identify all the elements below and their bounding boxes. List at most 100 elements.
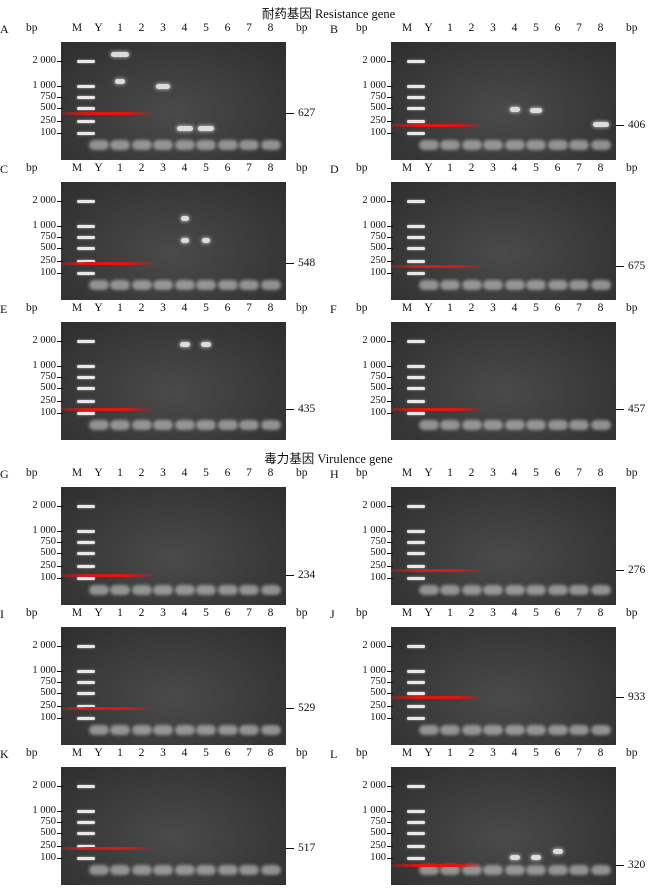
- primer-dimer-band: [88, 140, 109, 150]
- primer-dimer-band: [526, 865, 546, 875]
- ladder-tick: [387, 833, 393, 834]
- primer-dimer-band: [547, 140, 568, 150]
- primer-dimer-band: [569, 280, 589, 290]
- lane-label: 5: [203, 162, 209, 174]
- primer-dimer-band: [526, 420, 546, 430]
- primer-dimer-band: [461, 725, 482, 735]
- ladder-tick: [57, 693, 63, 694]
- primer-dimer-band: [461, 865, 482, 875]
- expected-size-marker: [391, 864, 484, 867]
- primer-dimer-band: [526, 140, 546, 150]
- ladder-size-label: 1 000: [362, 80, 386, 91]
- ladder-band: [407, 272, 425, 275]
- ladder-size-label: 1 000: [32, 805, 56, 816]
- primer-dimer-band: [260, 725, 281, 735]
- lane-label: 2: [138, 607, 145, 619]
- lane-label: 1: [117, 607, 123, 619]
- lane-label: 7: [246, 467, 252, 479]
- ladder-band: [77, 60, 95, 63]
- lane-label: 7: [576, 467, 582, 479]
- primer-dimer-band: [547, 725, 568, 735]
- lane-label: 2: [468, 467, 475, 479]
- ladder-tick: [387, 273, 393, 274]
- bp-unit-left: bp: [26, 302, 38, 314]
- panel-letter: I: [0, 607, 4, 621]
- dna-band: [531, 855, 541, 860]
- ladder-band: [77, 565, 95, 568]
- lane-label: 4: [181, 467, 188, 479]
- dna-band: [180, 238, 189, 243]
- primer-dimer-band: [418, 140, 439, 150]
- expected-size-marker: [61, 707, 154, 710]
- panel-letter: L: [330, 747, 338, 761]
- ladder-band: [77, 681, 95, 684]
- ladder-size-label: 1 000: [32, 80, 56, 91]
- lane-label: 5: [203, 302, 209, 314]
- lane-label: Y: [424, 607, 433, 619]
- primer-dimer-band: [260, 420, 281, 430]
- ladder-tick: [57, 261, 63, 262]
- lane-label: Y: [424, 22, 433, 34]
- ladder-size-label: 250: [40, 115, 56, 126]
- primer-dimer-band: [260, 140, 281, 150]
- ladder-size-label: 750: [40, 536, 56, 547]
- dna-band: [201, 342, 211, 347]
- lane-label: M: [71, 162, 83, 174]
- ladder-size-label: 750: [370, 231, 386, 242]
- ladder-size-label: 100: [370, 267, 386, 278]
- lane-label: 8: [597, 302, 604, 314]
- ladder-band: [407, 225, 425, 228]
- lane-label: 8: [267, 747, 274, 759]
- ladder-size-label: 500: [40, 102, 56, 113]
- ladder-band: [77, 857, 95, 860]
- ladder-size-label: 750: [370, 371, 386, 382]
- ladder-size-label: 2 000: [32, 195, 56, 206]
- lane-label: 5: [533, 22, 539, 34]
- primer-dimer-band: [440, 420, 460, 430]
- primer-dimer-band: [569, 585, 589, 595]
- primer-dimer-band: [196, 585, 216, 595]
- primer-dimer-band: [153, 420, 173, 430]
- ladder-size-label: 250: [370, 840, 386, 851]
- ladder-band: [407, 340, 425, 343]
- ladder-band: [407, 376, 425, 379]
- lane-label: 3: [160, 467, 166, 479]
- ladder-tick: [57, 542, 63, 543]
- lane-label: 6: [224, 747, 231, 759]
- product-tick: [286, 409, 294, 410]
- bp-unit-left: bp: [26, 467, 38, 479]
- dna-band: [176, 126, 193, 131]
- expected-size-marker: [391, 124, 484, 127]
- ladder-tick: [57, 248, 63, 249]
- ladder-tick: [387, 693, 393, 694]
- lane-label: Y: [424, 467, 433, 479]
- ladder-tick: [387, 377, 393, 378]
- primer-dimer-band: [504, 140, 525, 150]
- ladder-band: [77, 200, 95, 203]
- ladder-band: [77, 670, 95, 673]
- ladder-size-label: 100: [40, 852, 56, 863]
- resistance-header: 耐药基因 Resistance gene: [261, 7, 396, 21]
- lane-label: M: [401, 162, 413, 174]
- ladder-size-label: 2 000: [32, 500, 56, 511]
- ladder-size-label: 2 000: [32, 640, 56, 651]
- ladder-size-label: 2 000: [362, 335, 386, 346]
- dna-band: [202, 238, 210, 243]
- lane-label: 6: [554, 747, 561, 759]
- ladder-band: [77, 832, 95, 835]
- lane-label: 2: [468, 22, 475, 34]
- gel-image: [391, 767, 616, 885]
- lane-label: 5: [203, 747, 209, 759]
- ladder-band: [407, 236, 425, 239]
- primer-dimer-band: [440, 140, 460, 150]
- ladder-band: [407, 552, 425, 555]
- lane-label: 3: [490, 302, 496, 314]
- ladder-size-label: 250: [40, 840, 56, 851]
- ladder-size-label: 100: [40, 267, 56, 278]
- primer-dimer-band: [217, 420, 238, 430]
- ladder-tick: [387, 811, 393, 812]
- product-size-label: 529: [298, 702, 316, 714]
- primer-dimer-band: [260, 865, 281, 875]
